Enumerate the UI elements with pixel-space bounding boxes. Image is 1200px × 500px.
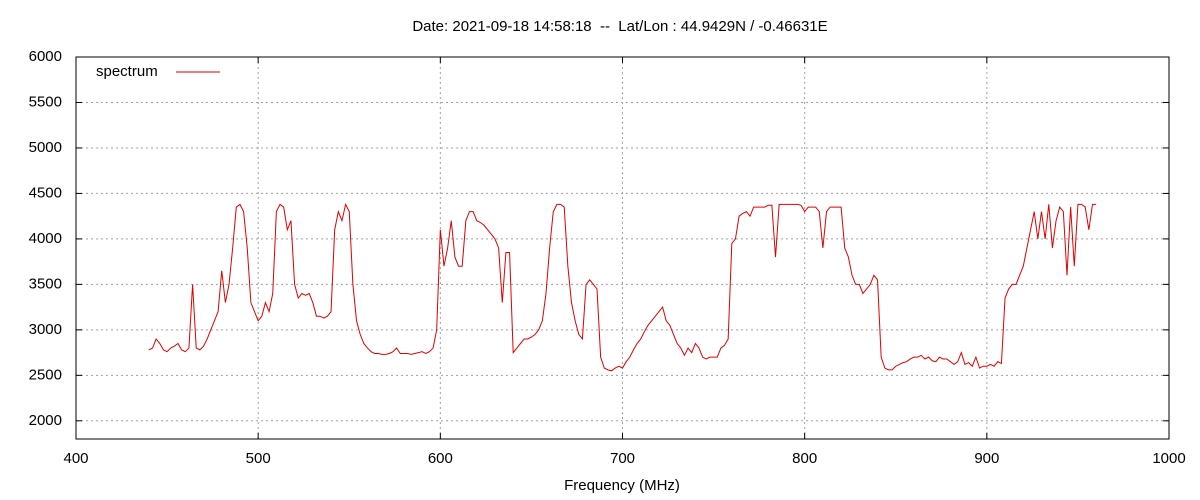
x-tick-label: 800 [792, 450, 817, 467]
x-tick-label: 600 [428, 450, 453, 467]
plot-frame [75, 56, 1170, 440]
line-series [148, 202, 1097, 372]
y-tick-label: 5000 [29, 139, 62, 156]
y-tick-label: 4500 [29, 184, 62, 201]
x-tick-label: 1000 [1152, 450, 1185, 467]
chart-title: Date: 2021-09-18 14:58:18 -- Lat/Lon : 4… [412, 18, 827, 35]
y-tick-label: 2000 [29, 412, 62, 429]
y-tick-label: 3500 [29, 275, 62, 292]
y-tick-label: 2500 [29, 366, 62, 383]
x-tick-label: 700 [610, 450, 635, 467]
y-tick-label: 5500 [29, 93, 62, 110]
y-tick-label: 4000 [29, 230, 62, 247]
legend-label: spectrum [96, 63, 158, 80]
x-tick-label: 900 [974, 450, 999, 467]
x-axis-label: Frequency (MHz) [564, 477, 680, 494]
x-tick-label: 500 [246, 450, 271, 467]
y-tick-label: 3000 [29, 321, 62, 338]
y-tick-label: 6000 [29, 48, 62, 65]
x-tick-label: 400 [63, 450, 88, 467]
